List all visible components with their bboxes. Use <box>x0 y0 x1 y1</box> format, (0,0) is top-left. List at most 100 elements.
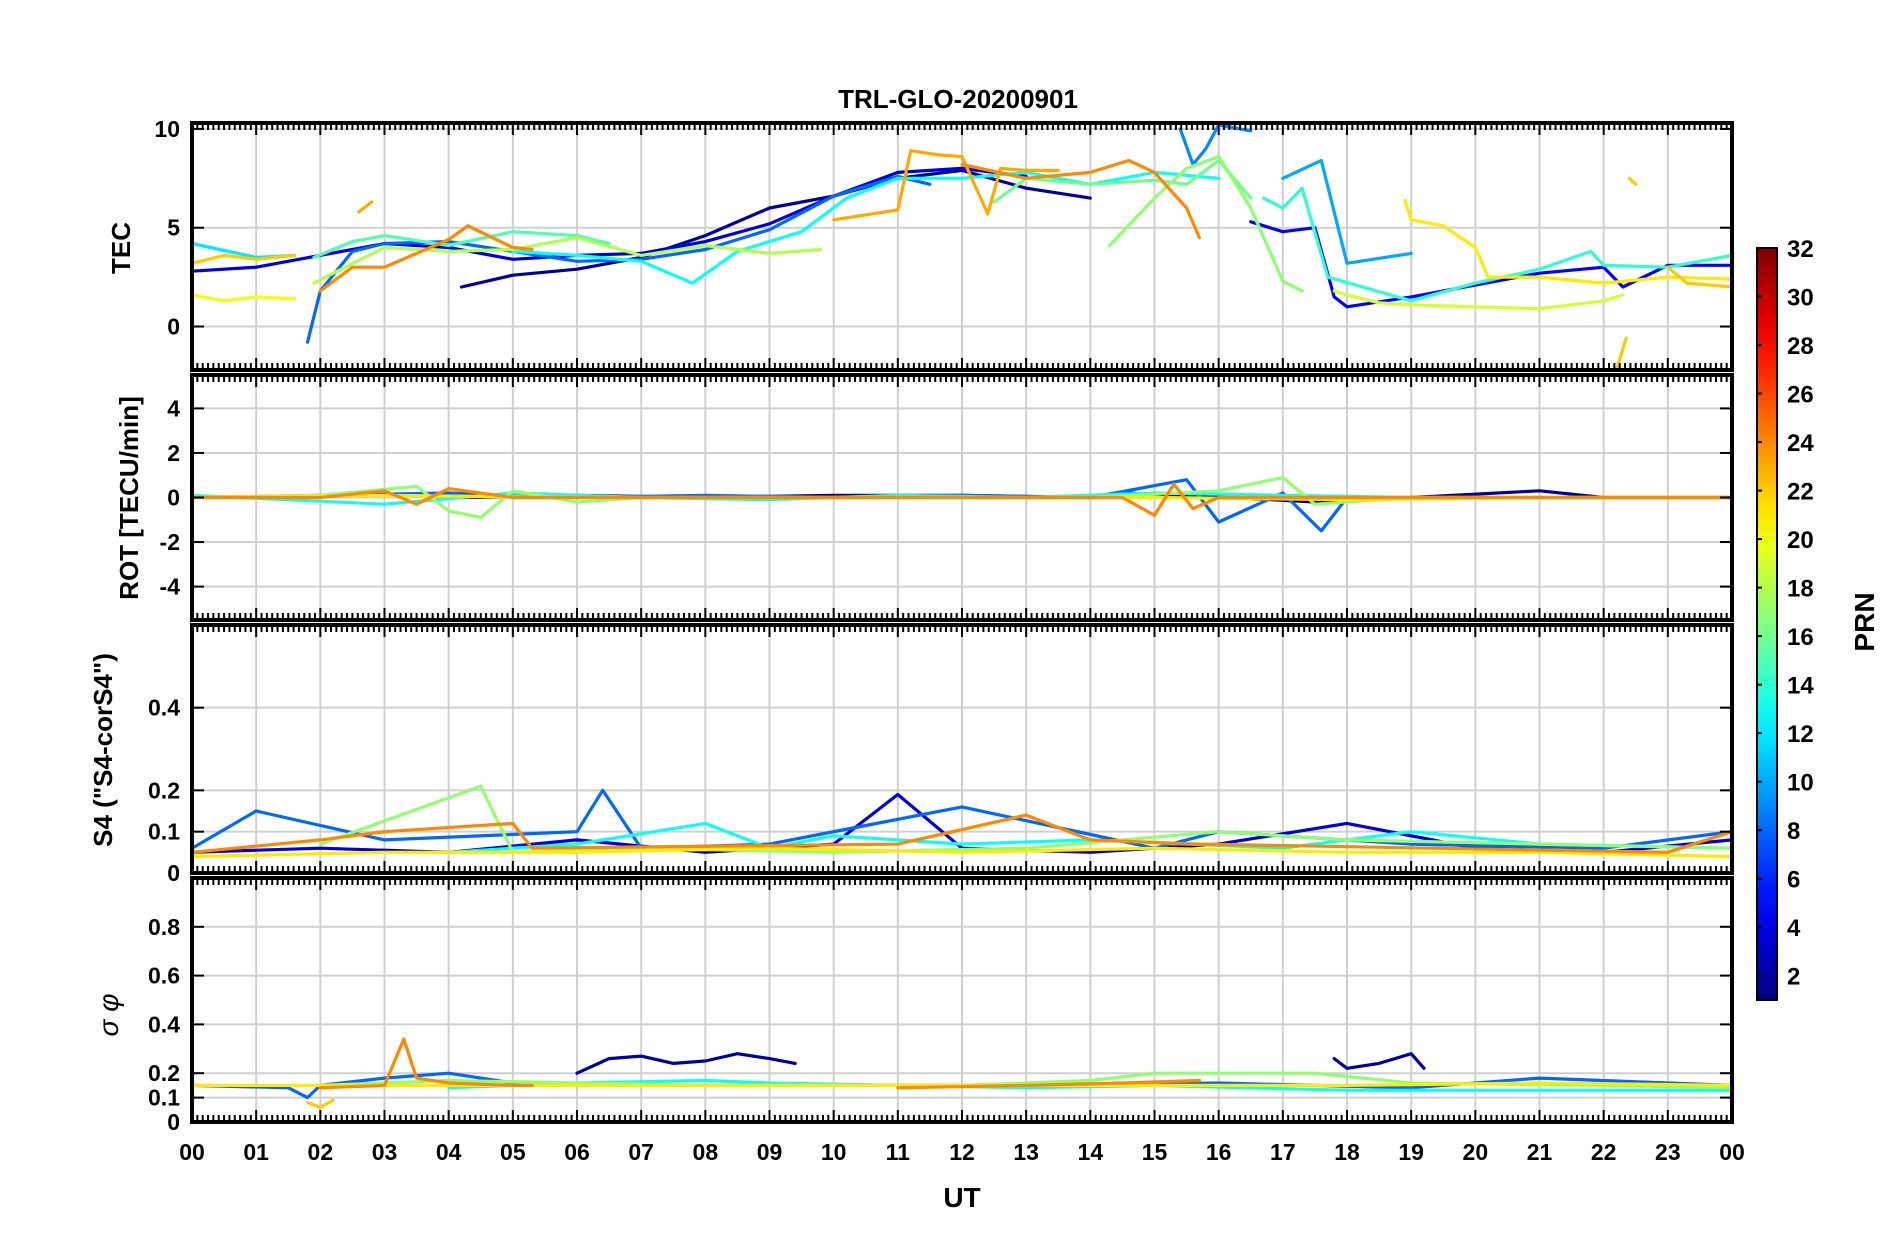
colorbar-tick-label: 24 <box>1787 430 1814 457</box>
series-line-prn-8 <box>305 174 932 344</box>
y-tick-label: 10 <box>154 116 180 142</box>
colorbar-tick-label: 4 <box>1787 915 1801 942</box>
x-tick-label: 00 <box>1719 1139 1745 1165</box>
y-tick-label: 0.8 <box>148 914 180 940</box>
colorbar-tick-label: 22 <box>1787 479 1814 506</box>
x-tick-label: 01 <box>243 1139 269 1165</box>
x-tick-label: 13 <box>1013 1139 1039 1165</box>
series-line-prn-18 <box>312 236 823 285</box>
colorbar-tick-label: 14 <box>1787 673 1814 700</box>
x-tick-label: 21 <box>1527 1139 1553 1165</box>
chart-title: TRL-GLO-20200901 <box>838 84 1078 114</box>
colorbar-tick-label: 20 <box>1787 527 1814 554</box>
ylabel-s4: S4 ("S4-corS4") <box>88 653 118 847</box>
colorbar-label: PRN <box>1849 592 1880 651</box>
series-line-prn-13 <box>447 821 1734 854</box>
series-line-prn-23 <box>832 149 1060 222</box>
x-tick-label: 07 <box>628 1139 654 1165</box>
x-tick-label: 15 <box>1142 1139 1168 1165</box>
colorbar-tick-label: 6 <box>1787 867 1800 894</box>
x-tick-label: 04 <box>436 1139 462 1165</box>
ylabel-sigma-phi: σ φ <box>93 994 124 1037</box>
series-line-prn-17 <box>1108 155 1304 293</box>
y-tick-label: 0 <box>167 314 180 340</box>
x-tick-label: 10 <box>821 1139 847 1165</box>
series-line-prn-23 <box>357 200 374 214</box>
y-tick-label: 4 <box>167 395 180 421</box>
x-tick-label: 11 <box>886 1139 911 1165</box>
panel-tec: 0 5 10 TEC <box>106 116 1734 372</box>
x-tick-label: 12 <box>949 1139 975 1165</box>
series-line-prn-10 <box>1281 158 1413 265</box>
series-line-prn-20 <box>190 293 297 303</box>
series-line-prn-2 <box>1332 1052 1426 1070</box>
x-tick-label: 00 <box>179 1139 205 1165</box>
series-line-prn-2 <box>575 1052 797 1075</box>
panel-s4: 0 0.1 0.2 0.4 S4 ("S4-corS4") <box>88 623 1734 886</box>
series-line-prn-15 <box>312 230 611 259</box>
y-tick-label: 0 <box>167 1109 180 1135</box>
y-tick-label: 0.2 <box>148 777 180 803</box>
y-tick-label: -4 <box>160 574 181 600</box>
panel-rot: -4 -2 0 2 4 ROT [TECU/min] <box>114 373 1734 622</box>
colorbar-tick-label: 18 <box>1787 576 1814 603</box>
x-tick-label: 08 <box>693 1139 719 1165</box>
x-tick-label: 05 <box>500 1139 526 1165</box>
y-tick-label: 0.1 <box>148 1085 180 1111</box>
colorbar-tick-label: 10 <box>1787 770 1814 797</box>
colorbar-tick-label: 30 <box>1787 285 1814 312</box>
x-axis-label: UT <box>943 1182 980 1213</box>
x-tick-label: 23 <box>1655 1139 1681 1165</box>
x-tick-label: 17 <box>1270 1139 1296 1165</box>
x-tick-label: 16 <box>1206 1139 1232 1165</box>
x-tick-label: 22 <box>1591 1139 1617 1165</box>
series-line-prn-22 <box>1627 176 1638 186</box>
series-line-prn-22 <box>1614 336 1628 372</box>
x-tick-label: 18 <box>1334 1139 1360 1165</box>
y-tick-label: 5 <box>167 215 180 241</box>
x-tick-label: 03 <box>372 1139 398 1165</box>
series-line-prn-22 <box>305 1098 335 1109</box>
series-line-prn-14 <box>1262 186 1734 303</box>
series-line-prn-24 <box>318 224 534 293</box>
colorbar-gradient <box>1756 247 1778 1001</box>
ylabel-rot: ROT [TECU/min] <box>114 396 144 600</box>
colorbar-tick-label: 12 <box>1787 721 1814 748</box>
x-tick-label: 06 <box>564 1139 590 1165</box>
series-line-prn-24 <box>318 1037 534 1090</box>
series-line-prn-22 <box>1666 265 1734 289</box>
ylabel-tec: TEC <box>106 222 136 274</box>
x-tick-label: 19 <box>1398 1139 1424 1165</box>
x-tick-label: 20 <box>1463 1139 1489 1165</box>
y-tick-label: 0.4 <box>148 1011 180 1037</box>
series-line-prn-24 <box>190 813 1734 854</box>
y-tick-label: 0.4 <box>148 695 180 721</box>
series-line-prn-24 <box>960 158 1201 240</box>
x-tick-label: 14 <box>1078 1139 1104 1165</box>
y-tick-label: 0.2 <box>148 1060 180 1086</box>
y-tick-label: 0 <box>167 485 180 511</box>
colorbar-tick-label: 16 <box>1787 624 1814 651</box>
y-tick-label: 0 <box>167 860 180 886</box>
y-tick-label: 0.1 <box>148 819 180 845</box>
y-tick-label: 2 <box>167 440 180 466</box>
x-tick-label: 09 <box>757 1139 783 1165</box>
colorbar-tick-label: 8 <box>1787 818 1800 845</box>
series-line-prn-24 <box>896 1078 1201 1090</box>
x-tick-labels: 00 01 02 03 04 05 06 07 08 09 10 11 12 13 14 15 16 17 18 19… <box>179 1139 1745 1165</box>
y-tick-label: 0.6 <box>148 963 180 989</box>
y-tick-label: -2 <box>160 529 180 555</box>
series-line-prn-19 <box>1332 289 1625 311</box>
series-line-prn-24 <box>190 482 1734 517</box>
colorbar-tick-label: 26 <box>1787 382 1814 409</box>
series-line-prn-21 <box>190 846 1734 859</box>
colorbar-tick-label: 32 <box>1787 236 1814 263</box>
series-line-prn-21 <box>1403 198 1734 285</box>
x-tick-label: 02 <box>308 1139 334 1165</box>
panel-sigma-phi: 00.10.2 0.4 0.6 0.8 σ φ <box>93 876 1734 1135</box>
colorbar-tick-label: 28 <box>1787 333 1814 360</box>
series-line-prn-22 <box>190 253 297 265</box>
colorbar-tick-label: 2 <box>1787 964 1800 991</box>
